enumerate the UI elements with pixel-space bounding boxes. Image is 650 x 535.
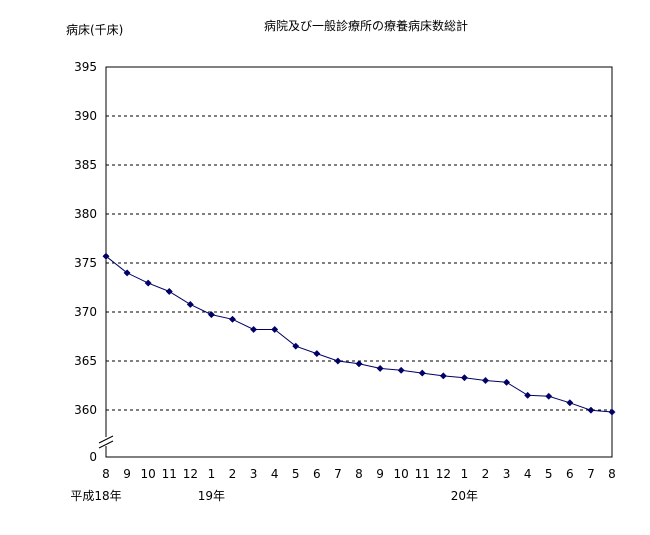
data-point-marker	[334, 357, 342, 365]
y-tick-label: 375	[74, 256, 97, 270]
data-point-marker	[397, 366, 405, 374]
data-point-marker	[250, 325, 258, 334]
data-point-marker	[313, 350, 321, 358]
data-point-marker	[481, 376, 490, 385]
x-tick-label: 11	[162, 467, 177, 481]
y-axis-label: 病床(千床)	[66, 22, 123, 37]
x-tick-label: 12	[183, 467, 198, 481]
axis-break-mark	[98, 435, 114, 449]
x-tick-label: 8	[355, 467, 363, 481]
plot-area-frame	[105, 66, 613, 458]
data-point-marker	[271, 325, 279, 334]
y-tick-label: 385	[74, 158, 97, 172]
data-point-marker	[503, 378, 511, 386]
x-tick-label: 4	[524, 467, 532, 481]
x-tick-label: 12	[436, 467, 451, 481]
x-tick-label: 2	[229, 467, 237, 481]
x-tick-label: 6	[566, 467, 574, 481]
y-tick-label: 395	[74, 60, 97, 74]
y-tick-label: 0	[89, 450, 97, 464]
x-tick-label: 10	[141, 467, 156, 481]
x-tick-label: 9	[123, 467, 131, 481]
y-tick-label: 380	[74, 207, 97, 221]
x-tick-label: 6	[313, 467, 321, 481]
era-label: 平成18年	[70, 489, 121, 503]
x-tick-label: 5	[292, 467, 300, 481]
data-point-marker	[228, 315, 237, 323]
x-tick-label: 3	[503, 467, 511, 481]
era-label: 20年	[451, 489, 478, 503]
data-point-marker	[418, 369, 426, 377]
axis-break-gap	[98, 437, 114, 446]
y-tick-label: 365	[74, 354, 97, 368]
axis-break-line	[98, 435, 114, 444]
data-point-marker	[566, 399, 574, 407]
data-point-marker	[165, 287, 173, 296]
x-tick-label: 1	[208, 467, 216, 481]
x-tick-label: 8	[102, 467, 110, 481]
x-tick-label: 4	[271, 467, 279, 481]
x-tick-label: 11	[415, 467, 430, 481]
data-point-marker	[460, 374, 468, 382]
data-point-marker	[144, 279, 152, 287]
data-point-marker	[524, 391, 532, 399]
x-tick-labels: 8 9 10 11 12 1 2 3 4 5 6 7 8 9 10 11 12 1 2 3 4 5 6 7 8	[102, 467, 616, 481]
data-point-marker	[102, 252, 110, 260]
x-tick-label: 5	[545, 467, 553, 481]
x-tick-label: 2	[482, 467, 490, 481]
data-point-marker	[186, 300, 194, 308]
data-point-marker	[439, 372, 447, 380]
data-point-marker	[292, 342, 300, 350]
series-markers	[102, 252, 616, 416]
data-point-marker	[608, 408, 616, 416]
x-tick-label: 1	[461, 467, 469, 481]
data-point-marker	[587, 406, 595, 414]
y-tick-label: 390	[74, 109, 97, 123]
data-point-marker	[545, 392, 553, 400]
data-point-marker	[207, 311, 215, 319]
x-tick-label: 10	[394, 467, 409, 481]
chart-title: 病院及び一般診療所の療養病床数総計	[264, 18, 468, 33]
x-tick-label: 8	[608, 467, 616, 481]
x-tick-label: 3	[250, 467, 258, 481]
x-tick-label: 7	[587, 467, 595, 481]
data-point-marker	[123, 269, 131, 277]
data-point-marker	[355, 360, 363, 368]
era-labels: 平成18年 19年 20年	[70, 489, 478, 503]
y-tick-labels: 395 390 385 380 375 370 365 360 0	[74, 60, 97, 464]
axis-break-line	[98, 440, 114, 449]
x-tick-label: 7	[334, 467, 342, 481]
era-label: 19年	[198, 489, 225, 503]
y-tick-label: 370	[74, 305, 97, 319]
x-tick-label: 9	[376, 467, 384, 481]
y-tick-label: 360	[74, 403, 97, 417]
data-point-marker	[376, 364, 384, 372]
